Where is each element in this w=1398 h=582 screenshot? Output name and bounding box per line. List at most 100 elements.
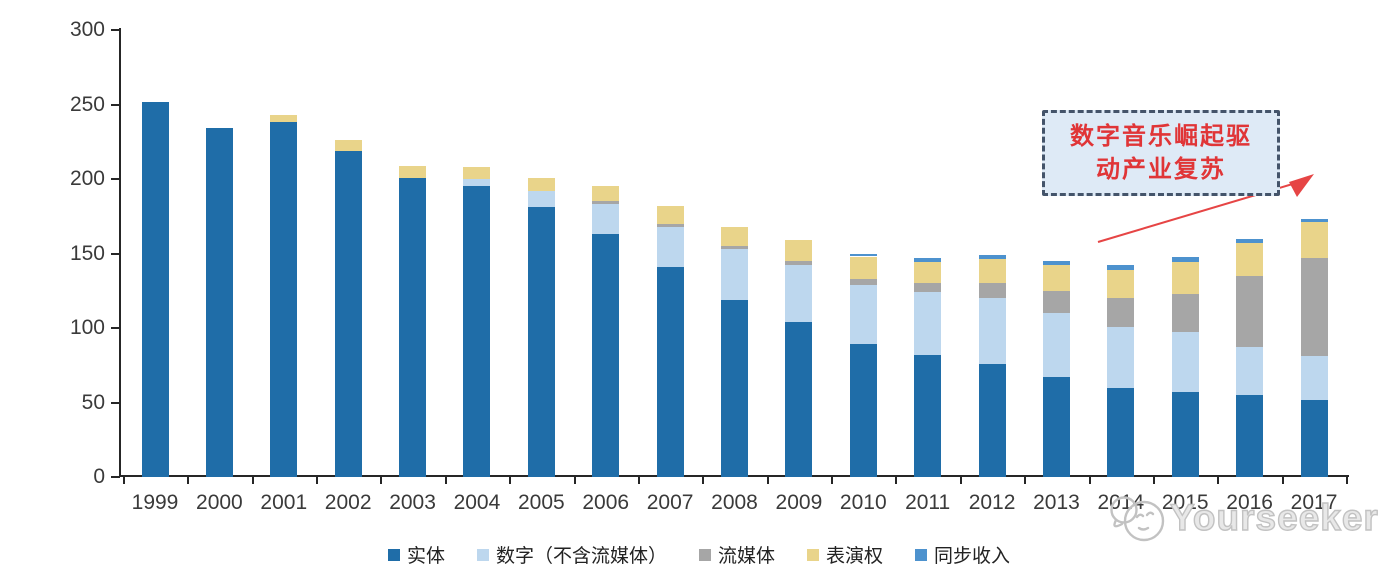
x-axis-label-2017: 2017 [1290, 491, 1338, 514]
bar-segment-2010-表演权 [849, 256, 877, 279]
y-axis-label-200: 200 [69, 167, 105, 190]
x-tick [509, 477, 512, 484]
bar-segment-2013-数字（不含流媒体） [1042, 313, 1070, 378]
bar-segment-2014-表演权 [1107, 269, 1135, 299]
bar-segment-2012-表演权 [978, 259, 1006, 284]
x-tick [573, 477, 576, 484]
y-tick-100 [111, 327, 120, 329]
legend-label: 实体 [406, 546, 445, 567]
legend-label: 同步收入 [934, 546, 1011, 567]
x-tick [1346, 477, 1349, 484]
legend-swatch-icon [698, 548, 711, 561]
bar-segment-2012-同步收入 [978, 255, 1006, 260]
x-tick [702, 477, 705, 484]
x-tick [1088, 477, 1091, 484]
bar-segment-2008-实体 [721, 299, 748, 477]
bar-segment-2007-实体 [656, 266, 684, 477]
bar-segment-2005-表演权 [527, 177, 555, 191]
x-axis-label-2014: 2014 [1097, 491, 1145, 514]
x-axis-label-2003: 2003 [389, 491, 436, 514]
bar-segment-2010-数字（不含流媒体） [849, 284, 877, 345]
bar-segment-2013-同步收入 [1042, 260, 1070, 266]
bar-segment-2002-表演权 [334, 140, 362, 151]
legend-item-同步收入: 同步收入 [915, 541, 1010, 568]
bar-segment-2007-流媒体 [656, 223, 684, 227]
legend-swatch-icon [915, 548, 928, 561]
bar-segment-2006-表演权 [592, 186, 620, 202]
x-axis-label-2001: 2001 [260, 491, 308, 514]
bar-segment-2015-数字（不含流媒体） [1171, 332, 1199, 393]
watermark-text: Yourseeker [1169, 496, 1379, 538]
bar-segment-2004-数字（不含流媒体） [463, 179, 491, 187]
bar-segment-2015-流媒体 [1171, 293, 1199, 333]
x-tick [251, 477, 254, 484]
bar-segment-2017-流媒体 [1300, 257, 1328, 357]
bar-segment-2000-实体 [205, 128, 233, 477]
bar-segment-2016-流媒体 [1236, 275, 1264, 348]
bar-segment-2011-同步收入 [914, 257, 942, 263]
y-tick-200 [111, 178, 120, 180]
annotation-callout: 数字音乐崛起驱 动产业复苏 [1042, 110, 1280, 196]
speech-bubbles-logo-icon [1110, 496, 1165, 542]
y-axis-label-50: 50 [81, 390, 105, 414]
bar-segment-2009-数字（不含流媒体） [785, 265, 813, 323]
bar-segment-2008-流媒体 [721, 246, 748, 250]
x-axis-label-2013: 2013 [1033, 491, 1080, 514]
bar-segment-1999-实体 [141, 101, 169, 477]
bar-segment-2017-数字（不含流媒体） [1300, 356, 1328, 400]
x-axis-label-1999: 1999 [131, 491, 179, 514]
watermark: Yourseeker [1106, 490, 1379, 546]
x-tick [1281, 477, 1284, 484]
bar-segment-2017-表演权 [1300, 222, 1328, 258]
bar-segment-2015-实体 [1171, 392, 1199, 477]
bar-segment-2011-流媒体 [914, 283, 942, 293]
x-axis-label-2015: 2015 [1161, 491, 1209, 514]
legend-swatch-icon [807, 548, 819, 561]
y-axis-label-250: 250 [69, 92, 105, 116]
bar-segment-2010-实体 [849, 344, 877, 477]
bar-segment-2016-表演权 [1236, 243, 1264, 276]
y-axis-label-100: 100 [69, 316, 105, 339]
x-axis-label-2005: 2005 [517, 491, 565, 514]
bar-segment-2005-数字（不含流媒体） [527, 190, 555, 208]
x-tick [187, 477, 190, 484]
legend-item-实体: 实体 [387, 541, 445, 568]
bar-segment-2004-实体 [463, 186, 491, 477]
x-tick [1153, 477, 1156, 484]
x-axis-label-2007: 2007 [646, 491, 694, 514]
legend: 实体 数字（不含流媒体） 流媒体 表演权 同步收入 [0, 541, 1398, 568]
bar-segment-2016-实体 [1236, 395, 1264, 477]
bar-segment-2006-实体 [592, 234, 620, 477]
x-axis-label-2000: 2000 [196, 491, 243, 514]
x-tick [959, 477, 962, 484]
x-tick [895, 477, 898, 484]
x-axis-label-2004: 2004 [453, 491, 501, 514]
bar-segment-2015-同步收入 [1171, 256, 1199, 263]
x-tick [637, 477, 640, 484]
x-axis-label-2008: 2008 [711, 491, 758, 514]
bar-segment-2008-数字（不含流媒体） [721, 249, 748, 300]
y-axis-label-300: 300 [69, 18, 105, 41]
x-tick [1217, 477, 1220, 484]
x-tick [380, 477, 383, 484]
annotation-text-line: 数字音乐崛起驱 [1070, 123, 1252, 150]
annotation-text-line: 动产业复苏 [1096, 156, 1226, 183]
y-axis-line [119, 28, 121, 477]
x-axis-label-2012: 2012 [968, 491, 1016, 514]
y-tick-50 [111, 401, 120, 404]
y-tick-0 [111, 476, 120, 478]
y-tick-250 [111, 103, 120, 106]
bar-segment-2014-实体 [1107, 387, 1135, 477]
bar-segment-2009-表演权 [785, 240, 813, 261]
legend-swatch-icon [387, 548, 400, 561]
bar-segment-2014-流媒体 [1107, 298, 1135, 327]
bar-segment-2009-流媒体 [785, 260, 813, 266]
bar-segment-2013-实体 [1042, 377, 1070, 477]
bar-segment-2013-流媒体 [1042, 290, 1070, 314]
legend-label: 数字（不含流媒体） [495, 546, 667, 567]
bar-segment-2010-同步收入 [849, 253, 877, 257]
legend-swatch-icon [476, 548, 489, 561]
bar-segment-2014-数字（不含流媒体） [1107, 326, 1135, 388]
y-axis-label-0: 0 [93, 465, 105, 488]
